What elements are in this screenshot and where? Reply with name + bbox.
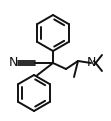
Text: N: N (86, 57, 96, 69)
Text: N: N (8, 57, 18, 69)
